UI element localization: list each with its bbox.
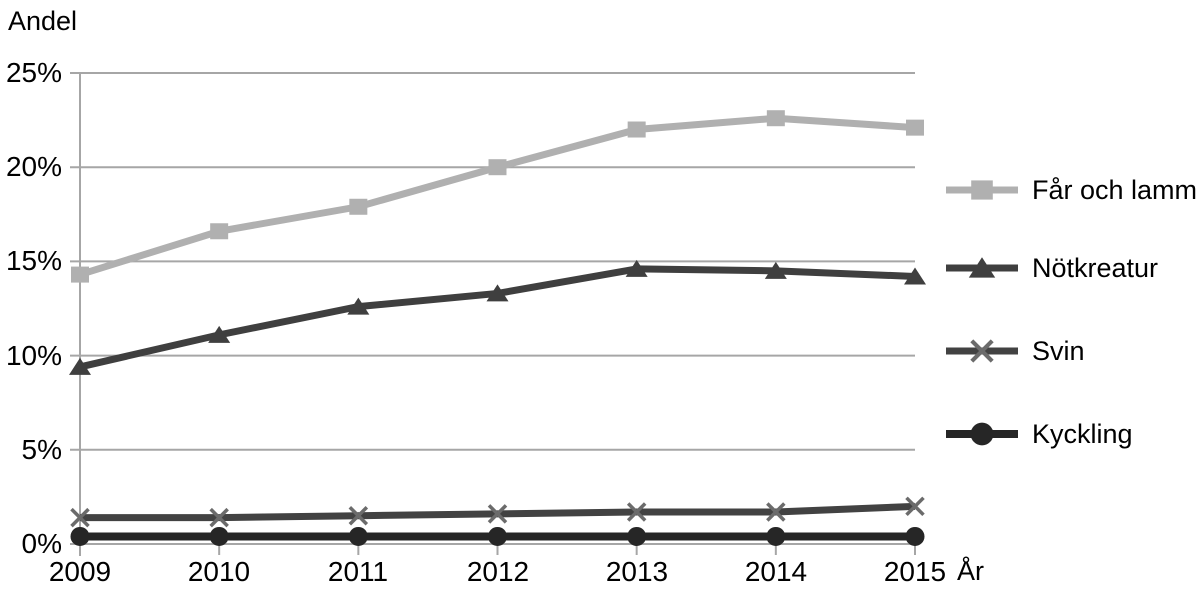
square-marker-icon	[488, 159, 507, 176]
legend-label: Nötkreatur	[1032, 252, 1159, 283]
triangle-marker-icon	[904, 267, 926, 285]
triangle-marker-icon	[208, 325, 231, 343]
series-line	[78, 114, 916, 278]
x-tick-label: 2010	[187, 556, 251, 587]
legend-item-svin: Svin	[945, 335, 1085, 367]
triangle-marker-icon	[946, 257, 1018, 278]
circle-marker-icon	[209, 526, 229, 546]
legend: Får och lamm Nötkreatur Svin Kyckling	[945, 0, 1204, 604]
x-marker-icon	[487, 504, 508, 524]
legend-label: Svin	[1032, 335, 1085, 366]
circle-marker-icon	[905, 526, 925, 546]
circle-marker-icon	[946, 422, 1018, 446]
x-marker-icon	[626, 502, 647, 522]
square-marker-icon	[946, 180, 1018, 200]
square-marker-icon	[971, 180, 993, 200]
legend-item-kyckling: Kyckling	[945, 418, 1133, 450]
x-tick-label: 2015	[883, 556, 947, 587]
x-marker-icon	[946, 339, 1018, 363]
square-marker-icon	[766, 110, 785, 127]
y-tick-label: 5%	[21, 434, 62, 465]
circle-marker-icon	[627, 526, 647, 546]
x-tick-label: 2011	[327, 556, 389, 587]
square-marker-icon	[906, 119, 924, 136]
circle-marker-icon	[766, 526, 786, 546]
x-tick-label: 2014	[744, 556, 808, 587]
y-tick-label: 20%	[5, 151, 62, 182]
square-marker-icon	[210, 223, 229, 240]
legend-item-far-och-lamm: Får och lamm	[945, 174, 1197, 206]
series-0	[71, 110, 924, 283]
x-marker-icon	[70, 507, 90, 528]
circle-marker-icon	[348, 526, 368, 546]
triangle-marker-icon	[347, 297, 370, 315]
triangle-marker-icon	[69, 357, 91, 375]
circle-marker-icon	[488, 526, 507, 546]
x-marker-icon	[209, 507, 229, 528]
x-marker-icon	[348, 506, 369, 526]
series-1	[69, 259, 926, 375]
square-marker-icon	[349, 198, 368, 215]
square-marker-icon	[627, 121, 646, 138]
x-marker-icon	[766, 502, 786, 522]
series-3	[70, 526, 925, 546]
triangle-marker-icon	[625, 259, 648, 277]
y-tick-label: 0%	[21, 528, 62, 559]
x-tick-label: 2012	[466, 556, 530, 587]
x-axis-title: År	[957, 556, 984, 586]
x-marker-icon	[970, 339, 994, 363]
x-tick-label: 2009	[48, 556, 112, 587]
triangle-marker-icon	[968, 257, 996, 278]
x-tick-label: 2013	[605, 556, 669, 587]
circle-marker-icon	[970, 422, 994, 446]
series-line	[79, 265, 916, 371]
y-axis-title: Andel	[8, 6, 78, 36]
legend-label: Kyckling	[1032, 418, 1133, 449]
x-marker-icon	[905, 496, 925, 517]
y-tick-label: 25%	[5, 57, 62, 88]
legend-item-notkreatur: Nötkreatur	[945, 252, 1158, 284]
square-marker-icon	[71, 266, 89, 283]
circle-marker-icon	[70, 526, 90, 546]
triangle-marker-icon	[486, 284, 509, 302]
legend-label: Får och lamm	[1032, 174, 1198, 205]
series-2	[70, 496, 925, 528]
y-tick-label: 15%	[5, 245, 62, 276]
y-tick-label: 10%	[5, 340, 62, 371]
triangle-marker-icon	[764, 261, 787, 279]
